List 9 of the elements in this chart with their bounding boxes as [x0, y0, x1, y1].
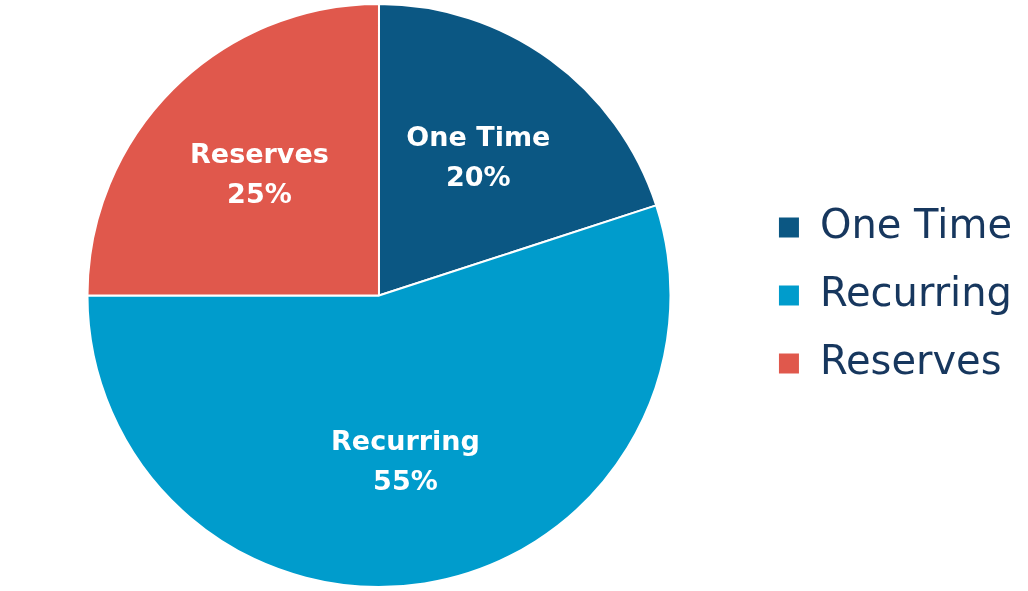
legend-label: Reserves	[819, 336, 1002, 383]
data-label: 20%	[446, 160, 511, 192]
slice-label: Recurring	[331, 424, 480, 456]
data-label: 25%	[227, 177, 292, 209]
data-label: 55%	[373, 464, 438, 496]
slice-label: One Time	[406, 120, 551, 152]
legend-label: One Time	[819, 200, 1013, 247]
slice-label: Reserves	[190, 137, 329, 169]
legend-label: Recurring	[819, 268, 1012, 315]
